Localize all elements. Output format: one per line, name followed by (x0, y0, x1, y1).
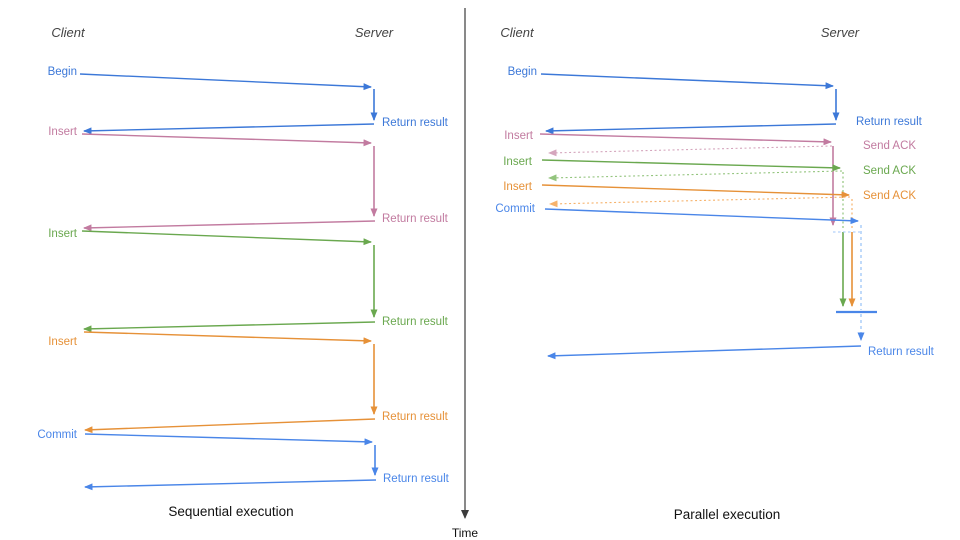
time-axis-label: Time (452, 526, 479, 540)
par-insert2-label: Insert (503, 156, 533, 168)
seq-insert2-label: Insert (48, 228, 78, 240)
seq-insert2-return-label: Return result (382, 316, 449, 328)
par-commit-request-line (544, 208, 859, 225)
par-insert1-ack-line (548, 145, 833, 157)
seq-begin-return-label: Return result (382, 117, 449, 129)
seq-commit-return-label: Return result (383, 473, 450, 485)
sequential-execution-title: Sequential execution (168, 504, 293, 519)
par-insert3-request-line (541, 184, 850, 199)
par-commit-return-line (547, 345, 862, 360)
seq-commit-request-line (84, 433, 373, 446)
par-insert3-label: Insert (503, 181, 533, 193)
seq-insert3-return-line (84, 418, 376, 434)
par-server-header: Server (821, 25, 860, 40)
seq-begin-return-line (83, 123, 375, 135)
seq-commit-label: Commit (37, 429, 77, 441)
seq-begin-request-line (79, 73, 372, 91)
par-insert1-request-line (539, 133, 832, 146)
seq-insert1-label: Insert (48, 126, 78, 138)
par-begin-return-label: Return result (856, 116, 923, 128)
par-insert2-ack-line (548, 170, 843, 182)
seq-insert2-return-line (83, 321, 376, 333)
seq-begin-label: Begin (48, 66, 77, 78)
par-commit-label: Commit (495, 203, 535, 215)
seq-insert3-return-label: Return result (382, 411, 449, 423)
par-insert1-label: Insert (504, 130, 534, 142)
seq-insert1-request-line (81, 133, 372, 147)
par-insert3-ack-line (549, 196, 851, 208)
parallel-execution-title: Parallel execution (674, 507, 781, 522)
par-insert2-request-line (541, 159, 841, 172)
seq-insert1-return-line (83, 220, 376, 232)
seq-server-header: Server (355, 25, 394, 40)
seq-insert3-request-line (83, 331, 372, 345)
par-begin-request-line (540, 73, 834, 90)
seq-insert1-return-label: Return result (382, 213, 449, 225)
par-begin-return-line (545, 123, 837, 135)
par-client-header: Client (500, 25, 535, 40)
par-begin-label: Begin (508, 66, 537, 78)
seq-insert2-request-line (81, 230, 372, 246)
par-commit-return-label: Return result (868, 346, 935, 358)
par-insert1-ack-label: Send ACK (863, 140, 916, 152)
par-insert3-ack-label: Send ACK (863, 190, 916, 202)
par-insert2-ack-label: Send ACK (863, 165, 916, 177)
seq-commit-return-line (84, 479, 377, 491)
seq-client-header: Client (51, 25, 86, 40)
seq-insert3-label: Insert (48, 336, 78, 348)
